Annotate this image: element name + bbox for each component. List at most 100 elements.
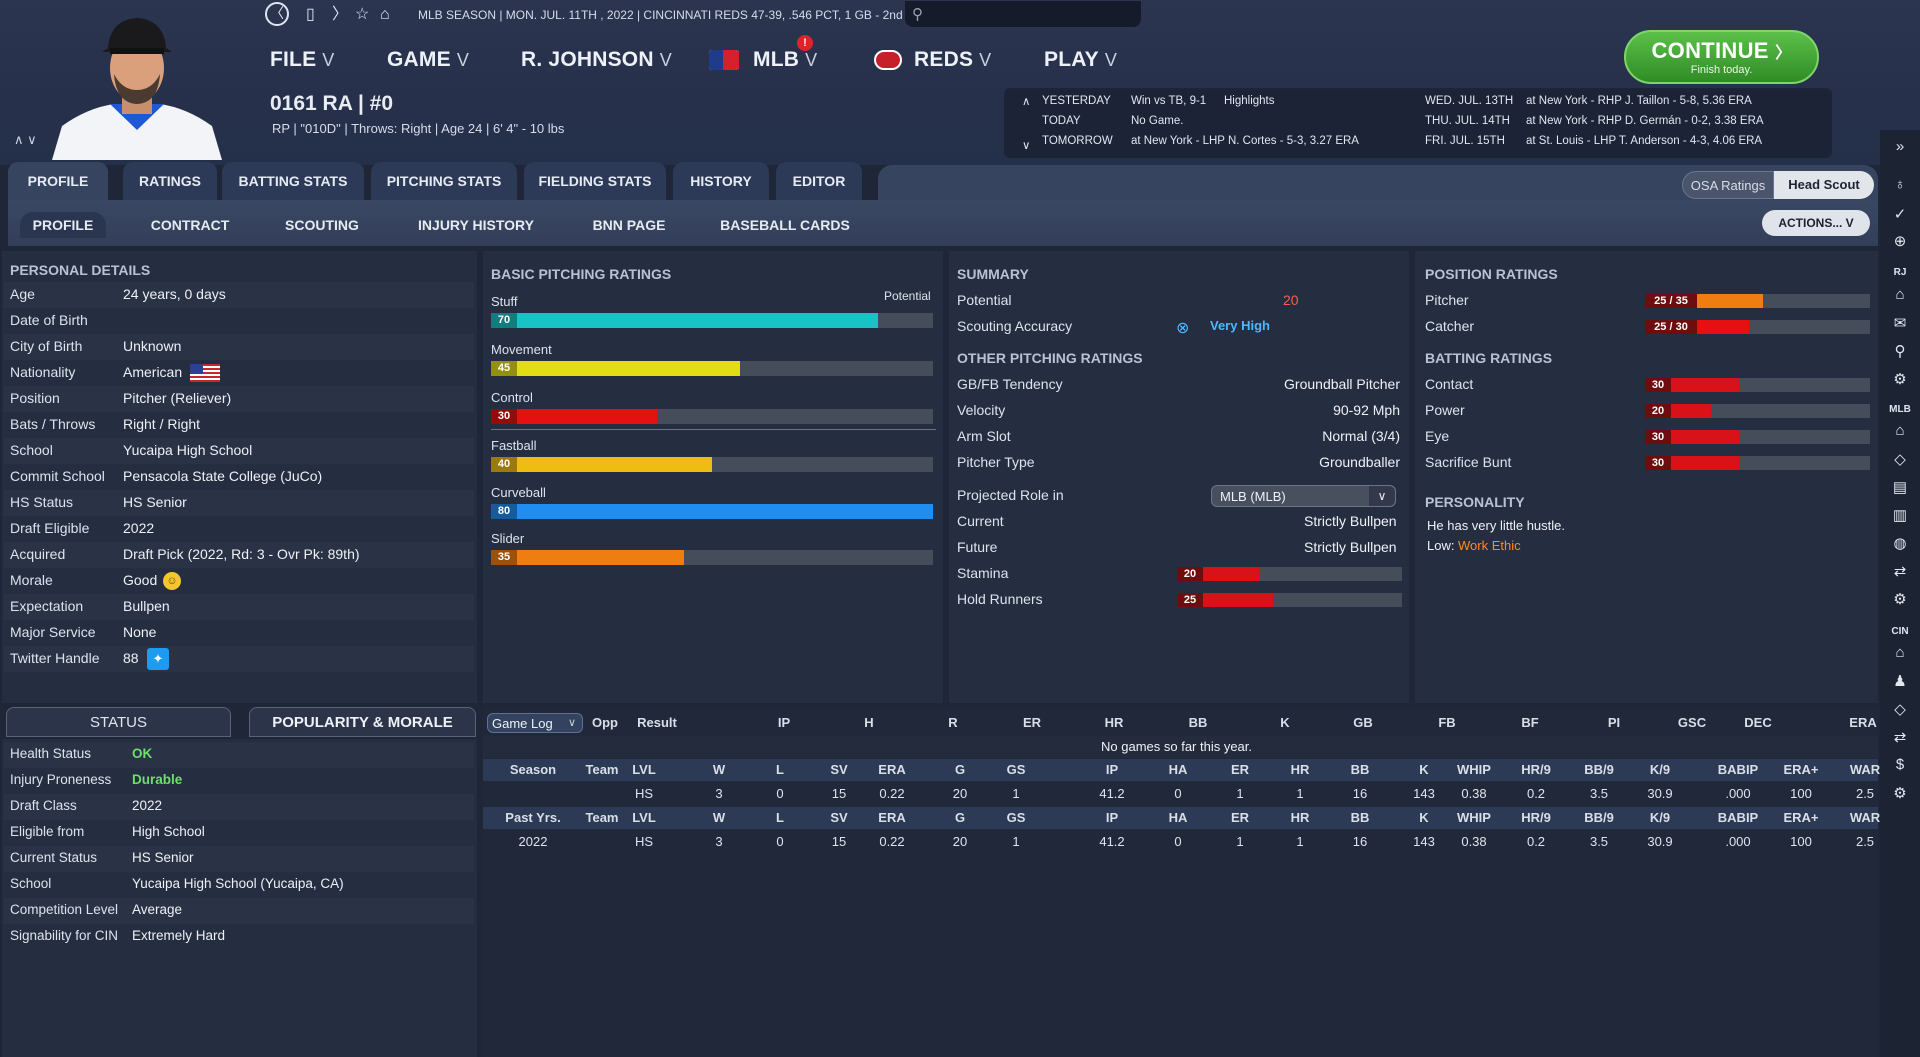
upcoming-game[interactable]: at St. Louis - LHP T. Anderson - 4-3, 4.… (1526, 135, 1763, 147)
chevron-up-icon[interactable]: ∧ (1022, 96, 1031, 108)
personality-low-value[interactable]: Work Ethic (1458, 538, 1521, 553)
tab-pitching-stats[interactable]: PITCHING STATS (371, 162, 517, 200)
gamelog-header: K (1280, 715, 1290, 730)
menu-play[interactable]: PLAY V (1044, 48, 1118, 71)
tab-editor[interactable]: EDITOR (776, 162, 862, 200)
reds-logo-icon (874, 50, 902, 70)
subtab-baseball-cards[interactable]: BASEBALL CARDS (720, 217, 850, 233)
stats-cell: 16 (1352, 786, 1368, 801)
star-icon[interactable]: ☆ (355, 6, 370, 23)
home-icon[interactable]: ⌂ (380, 6, 390, 23)
gear-icon[interactable]: ⚙ (1893, 371, 1907, 388)
subtab-scouting[interactable]: SCOUTING (285, 217, 359, 233)
mail-icon[interactable]: ✉ (1893, 315, 1907, 332)
roster-icon[interactable]: ♟ (1893, 673, 1907, 690)
upcoming-game[interactable]: at New York - RHP J. Taillon - 5-8, 5.36… (1526, 95, 1752, 107)
gear-icon[interactable]: ⚙ (1893, 785, 1907, 802)
baseball-icon[interactable]: ◍ (1893, 535, 1907, 552)
actions-dropdown[interactable]: ACTIONS... V (1762, 210, 1870, 236)
home-icon[interactable]: ⌂ (1895, 286, 1905, 303)
subtab-contract[interactable]: CONTRACT (150, 217, 230, 233)
stats-header: K/9 (1649, 762, 1671, 777)
highlights-link[interactable]: Highlights (1224, 95, 1275, 107)
news-icon[interactable]: ▤ (1892, 479, 1908, 496)
gear-icon[interactable]: ⚙ (1893, 591, 1907, 608)
stats-header: WAR (1849, 762, 1881, 777)
gamelog-header: Result (637, 715, 677, 730)
subtab-profile[interactable]: PROFILE (20, 212, 106, 238)
detail-label: Position (10, 390, 60, 406)
twitter-icon[interactable]: ✦ (147, 648, 169, 670)
other-rating-label: GB/FB Tendency (957, 376, 1063, 392)
search-input[interactable] (905, 1, 1141, 27)
finance-icon[interactable]: $ (1895, 756, 1905, 773)
past-header-bg (483, 807, 1878, 829)
menu-mlb[interactable]: MLB V (753, 48, 818, 71)
stats-header: W (712, 762, 726, 777)
head-scout-toggle[interactable]: Head Scout (1774, 171, 1874, 199)
status-value: Average (132, 902, 183, 917)
home-icon[interactable]: ⌂ (1895, 644, 1905, 661)
forward-icon[interactable]: 〉 (332, 6, 349, 23)
gamelog-header: ER (1022, 715, 1042, 730)
tab-popularity-morale[interactable]: POPULARITY & MORALE (249, 707, 476, 737)
menu-game[interactable]: GAME V (387, 48, 470, 71)
detail-value: Yucaipa High School (123, 442, 253, 458)
subtab-injury-history[interactable]: INJURY HISTORY (418, 217, 534, 233)
search-icon[interactable]: ⚲ (1894, 343, 1906, 360)
season-info: MLB SEASON | MON. JUL. 11TH , 2022 | CIN… (418, 8, 903, 22)
stats-header: K (1419, 810, 1429, 825)
bookmark-icon[interactable]: ▯ (306, 6, 315, 23)
rating-bar-value: 40 (491, 457, 517, 472)
collapse-icon[interactable]: » (1895, 138, 1905, 155)
rating-label: Control (491, 390, 533, 405)
other-rating-value: Normal (3/4) (1322, 428, 1400, 444)
us-flag-icon (190, 364, 220, 382)
home-icon[interactable]: ⌂ (1895, 422, 1905, 439)
tab-batting-stats[interactable]: BATTING STATS (222, 162, 364, 200)
projected-role-select[interactable]: MLB (MLB) ∨ (1211, 485, 1396, 507)
status-value: Durable (132, 772, 183, 787)
tomorrow-label: TOMORROW (1042, 135, 1113, 147)
continue-button[interactable]: CONTINUE 〉 Finish today. (1624, 30, 1819, 84)
search-icon[interactable]: ⚲ (912, 6, 923, 23)
row-stripe (4, 594, 474, 620)
stats-header: ERA+ (1783, 762, 1819, 777)
upcoming-game[interactable]: at New York - RHP D. Germán - 0-2, 3.38 … (1526, 115, 1764, 127)
stats-cell: 0.22 (879, 786, 905, 801)
hold-value: 25 (1177, 593, 1203, 607)
chevron-down-icon[interactable]: ∨ (1022, 140, 1031, 152)
tab-profile[interactable]: PROFILE (8, 162, 108, 200)
stats-cell: 15 (831, 786, 847, 801)
back-icon[interactable]: 〈 (265, 2, 289, 26)
globe-icon[interactable]: ⊕ (1893, 233, 1907, 250)
lightbulb-icon[interactable]: ♁ (1894, 176, 1906, 193)
batting-ratings-title: BATTING RATINGS (1425, 350, 1553, 366)
osa-ratings-toggle[interactable]: OSA Ratings (1682, 171, 1774, 199)
game-log-select[interactable]: Game Log ∨ (487, 713, 583, 733)
subtab-bnn-page[interactable]: BNN PAGE (592, 217, 666, 233)
stats-cell: 1 (1296, 834, 1304, 849)
personality-title: PERSONALITY (1425, 494, 1525, 510)
schedule-panel: ∧ ∨ YESTERDAY Win vs TB, 9-1 Highlights … (1004, 88, 1832, 158)
stats-header: SV (830, 810, 848, 825)
player-nav-arrows[interactable]: ∧ ∨ (14, 132, 37, 147)
menu-file[interactable]: FILE V (270, 48, 335, 71)
menu-manager[interactable]: R. JOHNSON V (521, 48, 672, 71)
tab-history[interactable]: HISTORY (673, 162, 769, 200)
tab-ratings[interactable]: RATINGS (123, 162, 217, 200)
diamond-icon[interactable]: ◇ (1894, 451, 1906, 468)
stats-icon[interactable]: ▥ (1892, 507, 1908, 524)
personality-text: He has very little hustle. (1427, 518, 1566, 533)
row-stripe (4, 334, 474, 360)
diamond-icon[interactable]: ◇ (1894, 701, 1906, 718)
chevron-down-icon[interactable]: ∨ (1369, 486, 1395, 506)
tomorrow-result[interactable]: at New York - LHP N. Cortes - 5-3, 3.27 … (1131, 135, 1359, 147)
menu-reds[interactable]: REDS V (914, 48, 992, 71)
transactions-icon[interactable]: ⇄ (1893, 729, 1907, 746)
transactions-icon[interactable]: ⇄ (1893, 563, 1907, 580)
chevron-down-icon[interactable]: ∨ (567, 717, 576, 729)
tab-fielding-stats[interactable]: FIELDING STATS (524, 162, 666, 200)
checkmark-icon[interactable]: ✓ (1893, 206, 1907, 223)
tab-status[interactable]: STATUS (6, 707, 231, 737)
